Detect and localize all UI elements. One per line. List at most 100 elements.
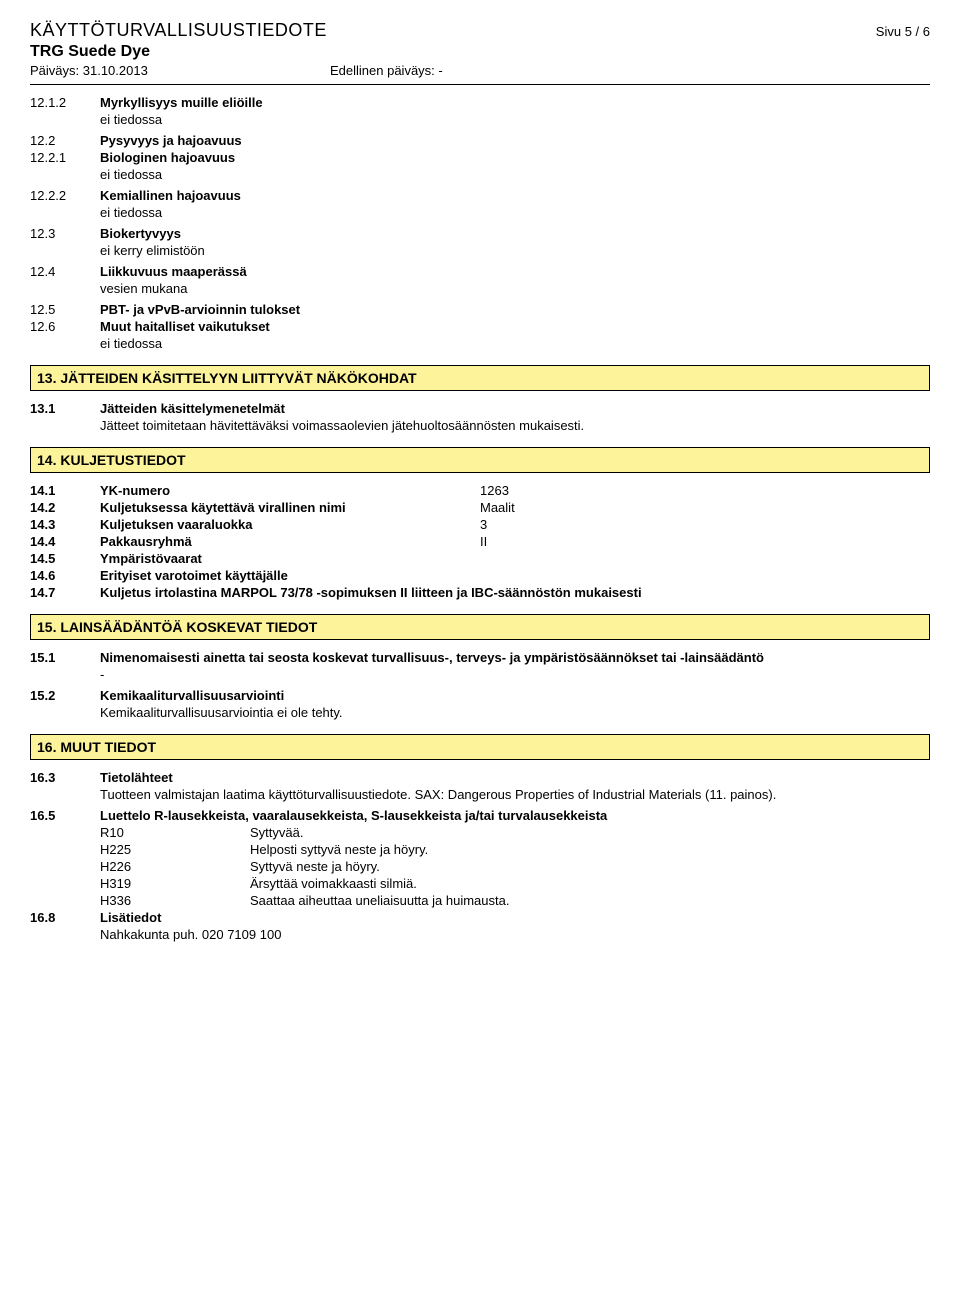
item-title: Kemiallinen hajoavuus [100, 188, 930, 203]
item-number: 12.6 [30, 319, 100, 334]
hazard-code: H319 [100, 876, 250, 891]
document-header: KÄYTTÖTURVALLISUUSTIEDOTE Sivu 5 / 6 TRG… [30, 20, 930, 78]
item-body: Jätteet toimitetaan hävitettäväksi voima… [100, 418, 930, 433]
item-body: - [100, 667, 930, 682]
item-number: 14.6 [30, 568, 100, 583]
item-title: Pakkausryhmä [100, 534, 480, 549]
item-number: 12.2 [30, 133, 100, 148]
item-number: 16.8 [30, 910, 100, 925]
item-title: Luettelo R-lausekkeista, vaaralausekkeis… [100, 808, 930, 823]
item-number: 15.1 [30, 650, 100, 665]
item-number: 13.1 [30, 401, 100, 416]
section-15-heading: 15. LAINSÄÄDÄNTÖÄ KOSKEVAT TIEDOT [30, 614, 930, 640]
r-code-list: R10Syttyvää.H225Helposti syttyvä neste j… [30, 825, 930, 908]
item-body: ei tiedossa [100, 112, 930, 127]
kv-row: 14.5Ympäristövaarat [30, 551, 930, 566]
item-title: Kuljetuksen vaaraluokka [100, 517, 480, 532]
hazard-code: H225 [100, 842, 250, 857]
item-number: 12.1.2 [30, 95, 100, 110]
hazard-code: H226 [100, 859, 250, 874]
item-title: Kuljetuksessa käytettävä virallinen nimi [100, 500, 480, 515]
item-body: ei tiedossa [100, 167, 930, 182]
item-title: Pysyvyys ja hajoavuus [100, 133, 930, 148]
item-number: 12.2.1 [30, 150, 100, 165]
item-number: 16.5 [30, 808, 100, 823]
item-number: 14.5 [30, 551, 100, 566]
item-number: 12.5 [30, 302, 100, 317]
list-item: 12.2Pysyvyys ja hajoavuus [30, 133, 930, 148]
item-number: 14.4 [30, 534, 100, 549]
item-title: Liikkuvuus maaperässä [100, 264, 930, 279]
item-number: 14.7 [30, 585, 100, 600]
section-16-heading: 16. MUUT TIEDOT [30, 734, 930, 760]
item-number: 15.2 [30, 688, 100, 703]
list-item: 12.4Liikkuvuus maaperässä [30, 264, 930, 279]
item-title: PBT- ja vPvB-arvioinnin tulokset [100, 302, 930, 317]
product-name: TRG Suede Dye [30, 43, 930, 61]
item-title: Ympäristövaarat [100, 551, 480, 566]
item-number: 12.2.2 [30, 188, 100, 203]
kv-row: 14.1YK-numero1263 [30, 483, 930, 498]
item-value: Maalit [480, 500, 930, 515]
hazard-text: Syttyvää. [250, 825, 303, 840]
item-value: II [480, 534, 930, 549]
hazard-text: Ärsyttää voimakkaasti silmiä. [250, 876, 417, 891]
item-title: Tietolähteet [100, 770, 930, 785]
item-title: Nimenomaisesti ainetta tai seosta koskev… [100, 650, 930, 665]
list-item: 12.2.1Biologinen hajoavuus [30, 150, 930, 165]
item-number: 12.3 [30, 226, 100, 241]
item-number: 14.2 [30, 500, 100, 515]
hazard-text: Syttyvä neste ja höyry. [250, 859, 380, 874]
section-12-body: 12.1.2Myrkyllisyys muille eliöille ei tie… [30, 95, 930, 351]
item-title: Biokertyvyys [100, 226, 930, 241]
list-item: 12.1.2Myrkyllisyys muille eliöille [30, 95, 930, 110]
section-13-heading: 13. JÄTTEIDEN KÄSITTELYYN LIITTYVÄT NÄKÖ… [30, 365, 930, 391]
item-body: Nahkakunta puh. 020 7109 100 [100, 927, 930, 942]
item-body: Kemikaaliturvallisuusarviointia ei ole t… [100, 705, 930, 720]
item-body: ei tiedossa [100, 336, 930, 351]
item-value [480, 568, 930, 583]
kv-row: 14.2Kuljetuksessa käytettävä virallinen … [30, 500, 930, 515]
hazard-text: Saattaa aiheuttaa uneliaisuutta ja huima… [250, 893, 509, 908]
hazard-text: Helposti syttyvä neste ja höyry. [250, 842, 428, 857]
item-body: vesien mukana [100, 281, 930, 296]
item-value: 3 [480, 517, 930, 532]
item-body: Tuotteen valmistajan laatima käyttöturva… [100, 787, 930, 802]
hazard-code-row: H226Syttyvä neste ja höyry. [100, 859, 930, 874]
item-number: 14.1 [30, 483, 100, 498]
hazard-code: H336 [100, 893, 250, 908]
hazard-code-row: H336Saattaa aiheuttaa uneliaisuutta ja h… [100, 893, 930, 908]
item-title: Jätteiden käsittelymenetelmät [100, 401, 930, 416]
document-title: KÄYTTÖTURVALLISUUSTIEDOTE [30, 20, 327, 41]
item-number: 16.3 [30, 770, 100, 785]
item-title: Biologinen hajoavuus [100, 150, 930, 165]
page-number: Sivu 5 / 6 [876, 24, 930, 39]
item-title: Erityiset varotoimet käyttäjälle [100, 568, 480, 583]
list-item: 12.5PBT- ja vPvB-arvioinnin tulokset [30, 302, 930, 317]
item-body: ei tiedossa [100, 205, 930, 220]
hazard-code-row: H225Helposti syttyvä neste ja höyry. [100, 842, 930, 857]
item-title: Kuljetus irtolastina MARPOL 73/78 -sopim… [100, 585, 930, 600]
item-title: Myrkyllisyys muille eliöille [100, 95, 930, 110]
item-value [480, 551, 930, 566]
list-item: 12.6Muut haitalliset vaikutukset [30, 319, 930, 334]
item-number: 12.4 [30, 264, 100, 279]
item-value: 1263 [480, 483, 930, 498]
date-current: Päiväys: 31.10.2013 [30, 63, 330, 78]
hazard-code-row: H319Ärsyttää voimakkaasti silmiä. [100, 876, 930, 891]
item-body: ei kerry elimistöön [100, 243, 930, 258]
list-item: 12.3Biokertyvyys [30, 226, 930, 241]
section-14-body: 14.1YK-numero1263 14.2Kuljetuksessa käyte… [30, 483, 930, 583]
kv-row: 14.4PakkausryhmäII [30, 534, 930, 549]
item-title: YK-numero [100, 483, 480, 498]
section-14-heading: 14. KULJETUSTIEDOT [30, 447, 930, 473]
list-item: 12.2.2Kemiallinen hajoavuus [30, 188, 930, 203]
date-previous: Edellinen päiväys: - [330, 63, 443, 78]
kv-row: 14.6Erityiset varotoimet käyttäjälle [30, 568, 930, 583]
item-title: Muut haitalliset vaikutukset [100, 319, 930, 334]
hazard-code-row: R10Syttyvää. [100, 825, 930, 840]
header-divider [30, 84, 930, 85]
hazard-code: R10 [100, 825, 250, 840]
item-title: Lisätiedot [100, 910, 930, 925]
kv-row: 14.3Kuljetuksen vaaraluokka3 [30, 517, 930, 532]
